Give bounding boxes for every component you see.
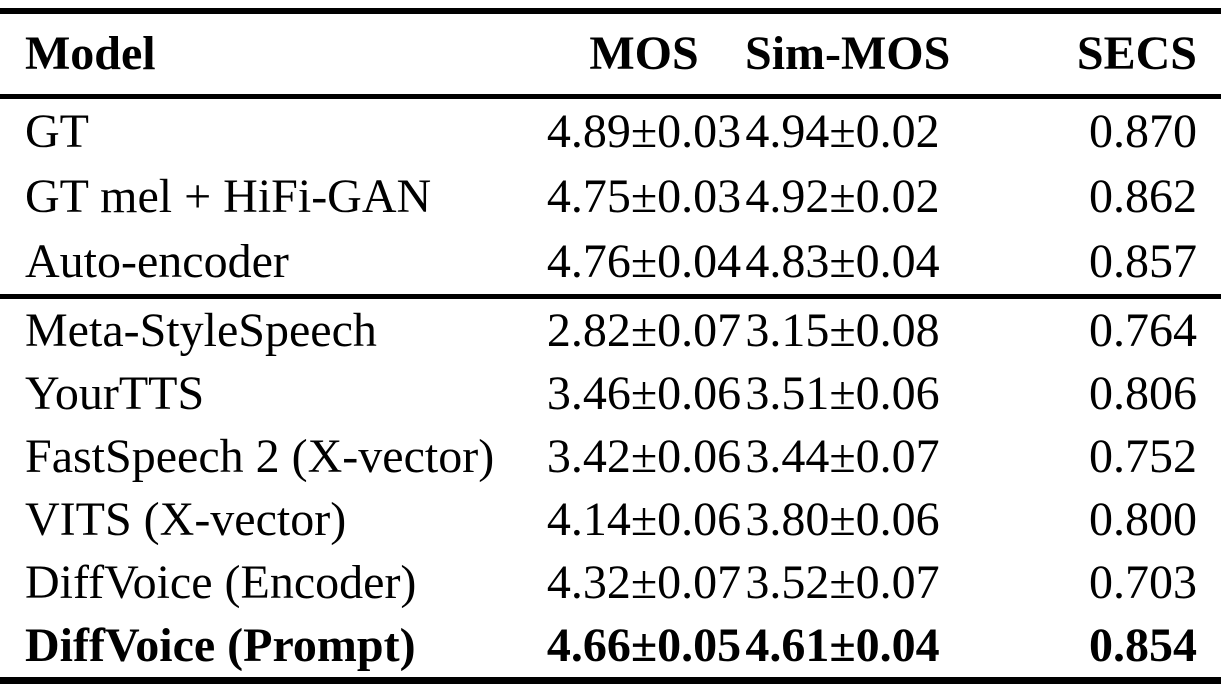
cell-mos: 4.32±0.07 xyxy=(546,555,742,609)
table-row: Auto-encoder 4.76±0.04 4.83±0.04 0.857 xyxy=(0,229,1221,297)
header-row: Model MOS Sim-MOS SECS xyxy=(0,11,1221,97)
table-row: DiffVoice (Encoder) 4.32±0.07 3.52±0.07 … xyxy=(0,551,1221,614)
cell-model: VITS (X-vector) xyxy=(25,492,347,546)
cell-model: FastSpeech 2 (X-vector) xyxy=(25,429,495,483)
cell-secs: 0.764 xyxy=(1089,303,1197,357)
cell-sim-mos: 4.83±0.04 xyxy=(745,234,940,288)
cell-model: GT xyxy=(25,104,89,158)
cell-model: Meta-StyleSpeech xyxy=(25,303,377,357)
cell-secs: 0.800 xyxy=(1089,492,1197,546)
cell-model: Auto-encoder xyxy=(25,234,289,288)
cell-model: YourTTS xyxy=(25,366,205,420)
cell-sim-mos: 3.51±0.06 xyxy=(745,366,940,420)
cell-mos: 4.75±0.03 xyxy=(546,169,742,223)
reference-systems-group: GT 4.89±0.03 4.94±0.02 0.870 GT mel + Hi… xyxy=(0,97,1221,297)
cell-mos: 4.14±0.06 xyxy=(546,492,742,546)
cell-secs: 0.752 xyxy=(1089,429,1197,483)
cell-mos: 4.76±0.04 xyxy=(546,234,742,288)
cell-mos: 3.46±0.06 xyxy=(546,366,742,420)
tts-systems-group: Meta-StyleSpeech 2.82±0.07 3.15±0.08 0.7… xyxy=(0,297,1221,681)
table-row: FastSpeech 2 (X-vector) 3.42±0.06 3.44±0… xyxy=(0,425,1221,488)
cell-sim-mos: 3.80±0.06 xyxy=(745,492,940,546)
cell-secs: 0.703 xyxy=(1089,555,1197,609)
results-table: Model MOS Sim-MOS SECS GT 4.89±0.03 4.94… xyxy=(0,8,1221,684)
cell-sim-mos: 3.44±0.07 xyxy=(745,429,940,483)
cell-sim-mos: 4.61±0.04 xyxy=(745,618,940,672)
cell-sim-mos: 4.92±0.02 xyxy=(745,169,940,223)
cell-secs: 0.870 xyxy=(1089,104,1197,158)
cell-sim-mos: 3.15±0.08 xyxy=(745,303,940,357)
cell-sim-mos: 3.52±0.07 xyxy=(745,555,940,609)
table-header: Model MOS Sim-MOS SECS xyxy=(0,11,1221,97)
column-header-mos: MOS xyxy=(589,27,699,80)
cell-model: DiffVoice (Encoder) xyxy=(25,555,417,609)
table-row: YourTTS 3.46±0.06 3.51±0.06 0.806 xyxy=(0,362,1221,425)
cell-mos: 4.66±0.05 xyxy=(546,618,742,672)
cell-secs: 0.854 xyxy=(1089,618,1197,672)
column-header-sim-mos: Sim-MOS xyxy=(745,27,951,80)
cell-model: GT mel + HiFi-GAN xyxy=(25,169,432,223)
cell-secs: 0.806 xyxy=(1089,366,1197,420)
table-row-best-result: DiffVoice (Prompt) 4.66±0.05 4.61±0.04 0… xyxy=(0,614,1221,681)
table-row: VITS (X-vector) 4.14±0.06 3.80±0.06 0.80… xyxy=(0,488,1221,551)
cell-secs: 0.857 xyxy=(1089,234,1197,288)
cell-sim-mos: 4.94±0.02 xyxy=(745,104,940,158)
table-row: GT mel + HiFi-GAN 4.75±0.03 4.92±0.02 0.… xyxy=(0,164,1221,229)
column-header-secs: SECS xyxy=(1076,27,1197,80)
cell-mos: 3.42±0.06 xyxy=(546,429,742,483)
cell-secs: 0.862 xyxy=(1089,169,1197,223)
cell-mos: 2.82±0.07 xyxy=(546,303,742,357)
cell-model: DiffVoice (Prompt) xyxy=(25,618,416,672)
table-row: Meta-StyleSpeech 2.82±0.07 3.15±0.08 0.7… xyxy=(0,297,1221,363)
cell-mos: 4.89±0.03 xyxy=(546,104,742,158)
column-header-model: Model xyxy=(25,27,156,80)
table-row: GT 4.89±0.03 4.94±0.02 0.870 xyxy=(0,97,1221,165)
